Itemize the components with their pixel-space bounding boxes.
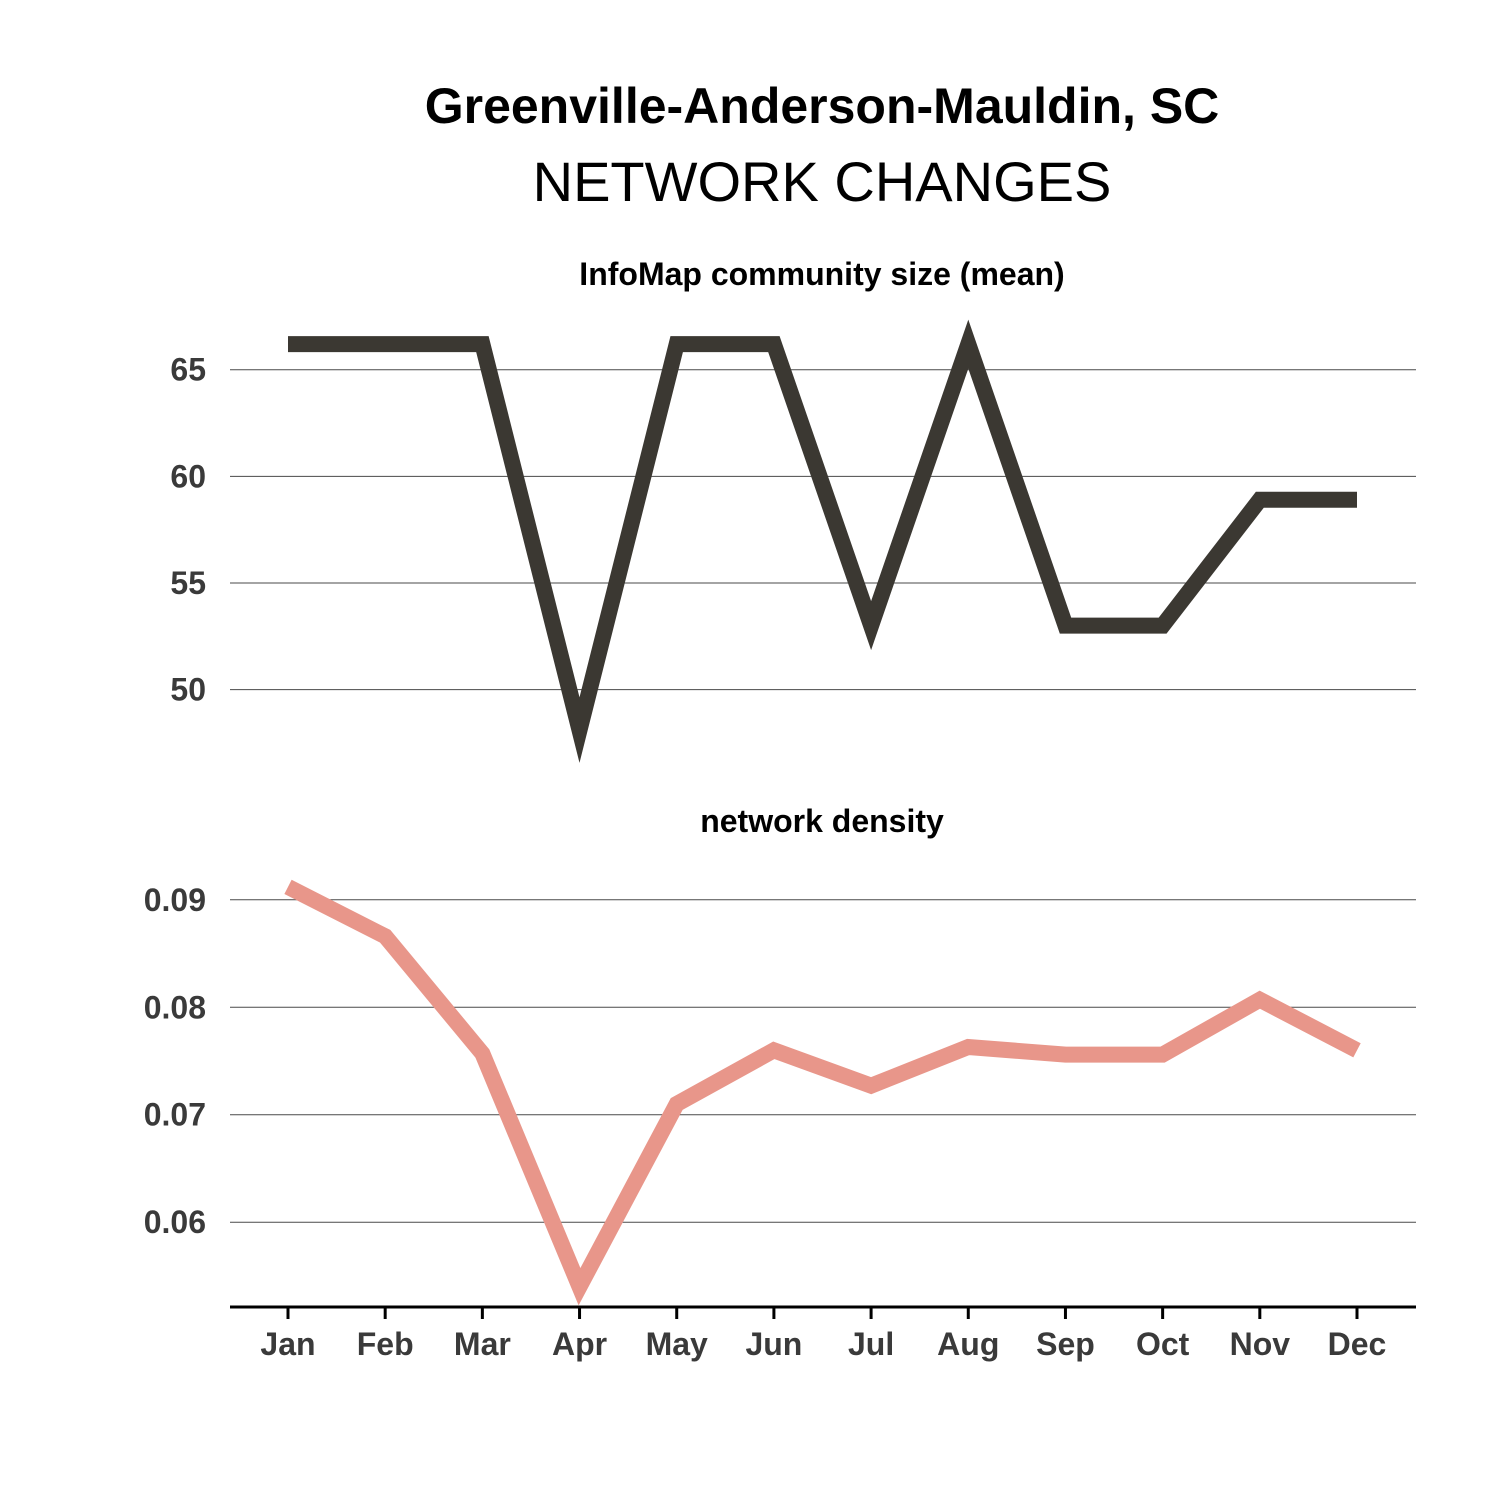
x-tick-label-aug: Aug: [937, 1326, 999, 1362]
x-tick-label-jan: Jan: [260, 1326, 315, 1362]
x-tick-label-sep: Sep: [1036, 1326, 1095, 1362]
community-size-title: InfoMap community size (mean): [579, 256, 1064, 292]
chart-title: Greenville-Anderson-Mauldin, SC: [425, 78, 1220, 134]
community-size-y-tick-label: 50: [170, 672, 206, 708]
density-point-oct: [1160, 1052, 1166, 1058]
community-size-point-oct: [1160, 623, 1166, 629]
density-point-nov: [1257, 997, 1263, 1003]
x-tick-label-jul: Jul: [848, 1326, 894, 1362]
density-y-tick-label: 0.06: [144, 1204, 206, 1240]
density-point-mar: [479, 1050, 485, 1056]
density-point-jul: [868, 1083, 874, 1089]
community-size-point-feb: [382, 341, 388, 347]
density-y-tick-label: 0.08: [144, 989, 206, 1025]
community-size-point-sep: [1062, 623, 1068, 629]
chart-subtitle: NETWORK CHANGES: [533, 150, 1112, 213]
x-tick-label-apr: Apr: [552, 1326, 607, 1362]
community-size-point-mar: [479, 341, 485, 347]
density-point-jun: [771, 1047, 777, 1053]
x-tick-label-dec: Dec: [1328, 1326, 1387, 1362]
density-y-tick-label: 0.07: [144, 1097, 206, 1133]
x-tick-label-feb: Feb: [357, 1326, 414, 1362]
x-tick-label-jun: Jun: [745, 1326, 802, 1362]
community-size-point-jun: [771, 341, 777, 347]
community-size-point-jan: [285, 341, 291, 347]
x-tick-label-oct: Oct: [1136, 1326, 1190, 1362]
community-size-point-dec: [1354, 497, 1360, 503]
community-size-y-tick-label: 65: [170, 352, 206, 388]
density-point-may: [674, 1101, 680, 1107]
x-axis: Jan Feb Mar Apr May Jun Jul Aug Sep Oct Nov Dec: [230, 1305, 1416, 1362]
density-point-jan: [285, 884, 291, 890]
community-size-point-jul: [868, 623, 874, 629]
density-point-dec: [1354, 1047, 1360, 1053]
community-size-y-tick-label: 55: [170, 565, 206, 601]
density-point-sep: [1062, 1052, 1068, 1058]
community-size-panel: InfoMap community size (mean) 50 55 60 65: [170, 256, 1416, 763]
density-series-line: [284, 879, 1361, 1306]
x-tick-label-may: May: [646, 1326, 708, 1362]
community-size-point-apr: [577, 727, 583, 733]
x-tick-label-nov: Nov: [1230, 1326, 1291, 1362]
x-tick-label-mar: Mar: [454, 1326, 511, 1362]
community-size-y-tick-label: 60: [170, 458, 206, 494]
community-size-series-line: [288, 319, 1357, 763]
density-y-tick-label: 0.09: [144, 882, 206, 918]
network-density-panel: network density 0.06 0.07 0.08 0.09: [144, 803, 1416, 1306]
community-size-point-aug: [965, 341, 971, 347]
community-size-point-nov: [1257, 497, 1263, 503]
density-title: network density: [700, 803, 944, 839]
community-size-point-may: [674, 341, 680, 347]
density-point-feb: [382, 933, 388, 939]
density-point-aug: [965, 1044, 971, 1050]
density-point-apr: [577, 1284, 583, 1290]
